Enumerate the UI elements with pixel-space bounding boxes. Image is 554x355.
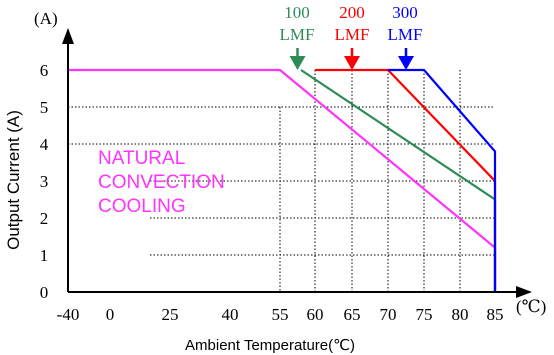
y-tick-label: 5 (40, 98, 49, 117)
airflow-unit-label: LMF (280, 25, 315, 44)
airflow-value-label: 200 (339, 3, 365, 22)
natural-convection-label: COOLING (98, 196, 186, 217)
series-lines (68, 68, 497, 292)
x-tick-label: 55 (272, 305, 289, 324)
y-axis-unit: (A) (34, 9, 58, 28)
airflow-arrow-icon (344, 56, 360, 70)
x-axis-unit: (℃) (516, 297, 546, 316)
y-tick-label: 3 (40, 172, 49, 191)
x-tick-label: 70 (380, 305, 397, 324)
x-axis-arrow (516, 286, 532, 298)
airflow-value-label: 300 (392, 3, 418, 22)
airflow-arrow-icon (289, 56, 306, 70)
x-tick-label: 85 (487, 305, 504, 324)
x-tick-label: 40 (222, 305, 239, 324)
x-tick-label: 80 (452, 305, 469, 324)
natural-convection-label: NATURAL (98, 148, 185, 169)
x-tick-label: 65 (344, 305, 361, 324)
x-tick-label: 60 (307, 305, 324, 324)
airflow-unit-label: LMF (388, 25, 423, 44)
x-tick-label: -40 (57, 305, 80, 324)
series-line-1 (300, 69, 497, 292)
airflow-value-label: 100 (284, 3, 310, 22)
y-axis-arrow (62, 28, 74, 44)
grid-lines (68, 70, 495, 292)
y-tick-label: 4 (40, 135, 49, 154)
y-tick-label: 6 (40, 61, 49, 80)
x-tick-label: 75 (416, 305, 433, 324)
y-tick-label: 1 (40, 246, 49, 265)
airflow-unit-label: LMF (335, 25, 370, 44)
airflow-arrow-icon (398, 56, 414, 70)
x-tick-label: 0 (106, 305, 115, 324)
y-axis-label: Output Current (A) (4, 110, 23, 250)
x-tick-label: 25 (162, 305, 179, 324)
axes (62, 28, 532, 298)
y-tick-label: 2 (40, 209, 49, 228)
y-tick-label: 0 (40, 283, 49, 302)
tick-labels: -40 0 25 40 55 60 65 70 75 80 85 0 1 2 3 4 5 6 (40, 61, 504, 324)
natural-convection-label: CONVECTION (98, 172, 225, 193)
x-axis-label: Ambient Temperature(℃) (185, 337, 355, 354)
annotations: NATURAL CONVECTION COOLING 100 LMF 200 LMF 300 L… (98, 3, 422, 217)
